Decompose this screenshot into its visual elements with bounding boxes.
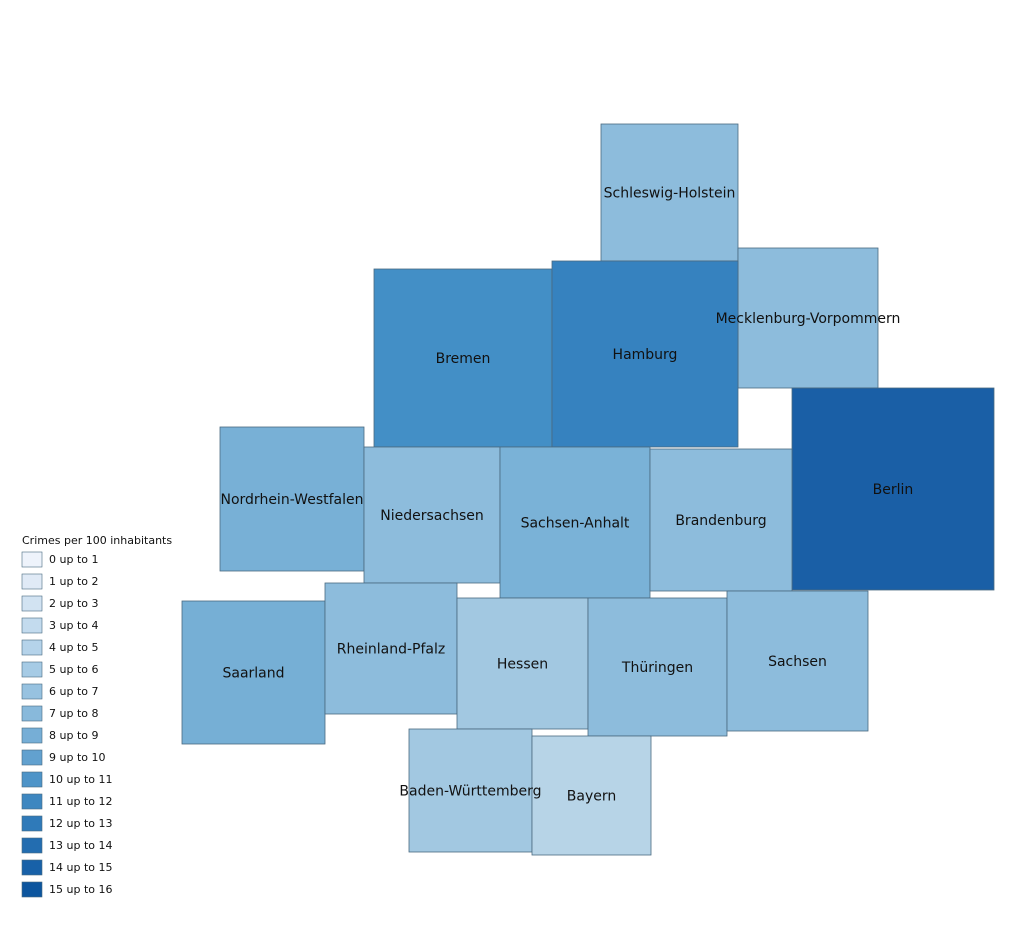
- legend-label: 1 up to 2: [49, 575, 98, 588]
- legend-label: 12 up to 13: [49, 817, 112, 830]
- legend-swatch: [21, 573, 43, 590]
- region: [531, 735, 652, 856]
- region-label: Thüringen: [621, 660, 693, 676]
- legend-swatch: [21, 881, 43, 898]
- legend-label: 9 up to 10: [49, 751, 105, 764]
- legend-label: 5 up to 6: [49, 663, 98, 676]
- region: [499, 446, 651, 599]
- region-label: Saarland: [222, 666, 284, 682]
- region-label: Hessen: [497, 657, 548, 673]
- legend-label: 4 up to 5: [49, 641, 98, 654]
- legend-swatch: [21, 815, 43, 832]
- region: [456, 597, 589, 730]
- region: [181, 600, 326, 745]
- region: [649, 448, 793, 592]
- region-label: Mecklenburg-Vorpommern: [716, 311, 901, 327]
- region: [791, 387, 995, 591]
- legend-swatch: [21, 727, 43, 744]
- region: [219, 426, 365, 572]
- region: [373, 268, 553, 448]
- legend-swatch: [21, 793, 43, 810]
- legend-swatch: [21, 859, 43, 876]
- region-label: Baden-Württemberg: [399, 784, 541, 800]
- legend-swatch: [21, 661, 43, 678]
- region: [737, 247, 879, 389]
- legend-label: 11 up to 12: [49, 795, 112, 808]
- legend-label: 0 up to 1: [49, 553, 98, 566]
- legend-label: 3 up to 4: [49, 619, 98, 632]
- legend-swatch: [21, 595, 43, 612]
- legend-label: 8 up to 9: [49, 729, 98, 742]
- region-label: Berlin: [873, 482, 914, 498]
- legend-swatch: [21, 617, 43, 634]
- region-label: Rheinland-Pfalz: [337, 642, 445, 658]
- legend-label: 7 up to 8: [49, 707, 98, 720]
- legend-swatch: [21, 551, 43, 568]
- legend-label: 2 up to 3: [49, 597, 98, 610]
- legend-swatch: [21, 705, 43, 722]
- legend-swatch: [21, 837, 43, 854]
- legend-swatch: [21, 749, 43, 766]
- legend-label: 6 up to 7: [49, 685, 98, 698]
- region: [600, 123, 739, 262]
- legend-label: 13 up to 14: [49, 839, 112, 852]
- region-label: Bayern: [567, 789, 616, 805]
- legend-label: 15 up to 16: [49, 883, 112, 896]
- region-label: Hamburg: [613, 347, 678, 363]
- region: [551, 260, 739, 448]
- region-label: Schleswig-Holstein: [604, 186, 736, 202]
- region-label: Sachsen: [768, 654, 827, 670]
- region-label: Nordrhein-Westfalen: [221, 492, 364, 508]
- region-label: Brandenburg: [675, 513, 766, 529]
- legend-label: 10 up to 11: [49, 773, 112, 786]
- region: [587, 597, 728, 737]
- legend-title: Crimes per 100 inhabitants: [22, 534, 172, 547]
- region-label: Niedersachsen: [380, 508, 483, 524]
- region: [408, 728, 533, 853]
- legend-label: 14 up to 15: [49, 861, 112, 874]
- region: [726, 590, 869, 732]
- region-label: Sachsen-Anhalt: [521, 516, 630, 532]
- legend-swatch: [21, 771, 43, 788]
- region: [363, 446, 501, 584]
- region-label: Bremen: [436, 351, 491, 367]
- legend-swatch: [21, 639, 43, 656]
- legend-swatch: [21, 683, 43, 700]
